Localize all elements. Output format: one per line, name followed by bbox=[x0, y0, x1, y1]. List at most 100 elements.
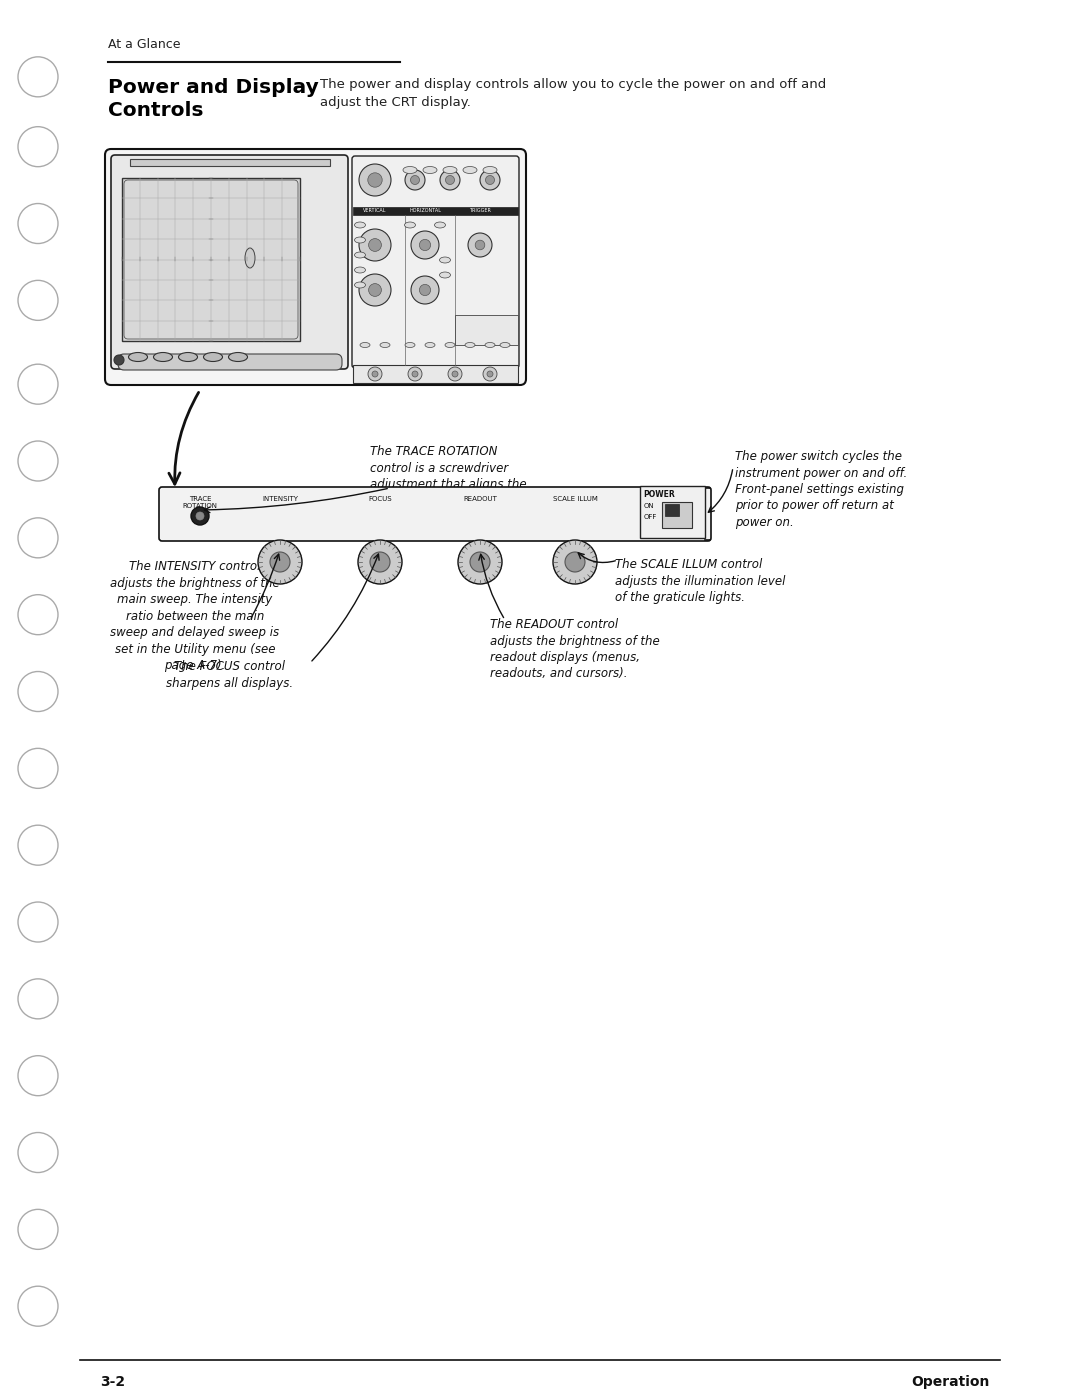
Circle shape bbox=[468, 233, 492, 257]
Bar bbox=[130, 159, 330, 166]
Ellipse shape bbox=[360, 342, 370, 348]
Bar bbox=[353, 207, 518, 215]
Circle shape bbox=[480, 170, 500, 190]
Ellipse shape bbox=[463, 166, 477, 173]
Circle shape bbox=[411, 231, 438, 258]
Ellipse shape bbox=[354, 237, 365, 243]
Text: HORIZONTAL: HORIZONTAL bbox=[409, 208, 441, 214]
Text: TRIGGER: TRIGGER bbox=[469, 208, 491, 214]
Ellipse shape bbox=[354, 222, 365, 228]
Bar bbox=[640, 486, 705, 538]
Circle shape bbox=[410, 176, 419, 184]
Text: SCALE ILLUM: SCALE ILLUM bbox=[553, 496, 597, 502]
Bar bbox=[665, 504, 679, 515]
Circle shape bbox=[446, 176, 455, 184]
Text: FOCUS: FOCUS bbox=[368, 496, 392, 502]
Circle shape bbox=[370, 552, 390, 571]
Circle shape bbox=[357, 541, 402, 584]
Ellipse shape bbox=[426, 342, 435, 348]
Circle shape bbox=[368, 284, 381, 296]
Circle shape bbox=[475, 240, 485, 250]
Text: READOUT: READOUT bbox=[463, 496, 497, 502]
Circle shape bbox=[258, 541, 302, 584]
Circle shape bbox=[448, 367, 462, 381]
Circle shape bbox=[368, 367, 382, 381]
Circle shape bbox=[453, 372, 458, 377]
Ellipse shape bbox=[465, 342, 475, 348]
Text: The READOUT control
adjusts the brightness of the
readout displays (menus,
reado: The READOUT control adjusts the brightne… bbox=[490, 617, 660, 680]
Ellipse shape bbox=[405, 222, 416, 228]
Ellipse shape bbox=[354, 267, 365, 272]
Circle shape bbox=[359, 229, 391, 261]
Ellipse shape bbox=[443, 166, 457, 173]
Ellipse shape bbox=[445, 342, 455, 348]
Text: 3-2: 3-2 bbox=[100, 1375, 125, 1389]
Circle shape bbox=[368, 239, 381, 251]
Circle shape bbox=[270, 552, 291, 571]
FancyBboxPatch shape bbox=[352, 156, 519, 367]
Ellipse shape bbox=[405, 342, 415, 348]
FancyBboxPatch shape bbox=[159, 488, 711, 541]
Text: ON: ON bbox=[644, 503, 654, 509]
Circle shape bbox=[195, 511, 204, 520]
Ellipse shape bbox=[483, 166, 497, 173]
FancyBboxPatch shape bbox=[105, 149, 526, 386]
Ellipse shape bbox=[485, 342, 495, 348]
Ellipse shape bbox=[423, 166, 437, 173]
FancyBboxPatch shape bbox=[118, 353, 342, 370]
Bar bbox=[353, 365, 518, 383]
Text: OFF: OFF bbox=[644, 514, 658, 520]
Ellipse shape bbox=[354, 251, 365, 258]
Text: The FOCUS control
sharpens all displays.: The FOCUS control sharpens all displays. bbox=[166, 659, 294, 690]
Ellipse shape bbox=[229, 352, 247, 362]
Ellipse shape bbox=[354, 282, 365, 288]
Circle shape bbox=[411, 372, 418, 377]
Text: At a Glance: At a Glance bbox=[108, 38, 180, 52]
Circle shape bbox=[408, 367, 422, 381]
Text: The power and display controls allow you to cycle the power on and off and
adjus: The power and display controls allow you… bbox=[320, 78, 826, 109]
Circle shape bbox=[405, 170, 426, 190]
Text: Power and Display
Controls: Power and Display Controls bbox=[108, 78, 319, 120]
FancyBboxPatch shape bbox=[111, 155, 348, 369]
Circle shape bbox=[359, 274, 391, 306]
Circle shape bbox=[553, 541, 597, 584]
Ellipse shape bbox=[500, 342, 510, 348]
Circle shape bbox=[411, 277, 438, 305]
Ellipse shape bbox=[153, 352, 173, 362]
Text: The INTENSITY control
adjusts the brightness of the
main sweep. The intensity
ra: The INTENSITY control adjusts the bright… bbox=[110, 560, 280, 672]
Ellipse shape bbox=[434, 222, 446, 228]
Circle shape bbox=[419, 285, 431, 296]
Ellipse shape bbox=[203, 352, 222, 362]
Bar bbox=[455, 314, 518, 345]
Ellipse shape bbox=[403, 166, 417, 173]
Circle shape bbox=[419, 239, 431, 250]
Text: Operation: Operation bbox=[912, 1375, 990, 1389]
Text: The power switch cycles the
instrument power on and off.
Front-panel settings ex: The power switch cycles the instrument p… bbox=[735, 450, 907, 529]
Text: VERTICAL: VERTICAL bbox=[363, 208, 387, 214]
Ellipse shape bbox=[129, 352, 148, 362]
Ellipse shape bbox=[245, 249, 255, 268]
Bar bbox=[122, 177, 300, 341]
Ellipse shape bbox=[178, 352, 198, 362]
Text: The TRACE ROTATION
control is a screwdriver
adjustment that aligns the
CRT sweep: The TRACE ROTATION control is a screwdri… bbox=[370, 446, 537, 524]
Circle shape bbox=[483, 367, 497, 381]
Ellipse shape bbox=[440, 257, 450, 263]
Circle shape bbox=[565, 552, 585, 571]
Ellipse shape bbox=[440, 272, 450, 278]
Circle shape bbox=[114, 355, 124, 365]
Circle shape bbox=[458, 541, 502, 584]
Circle shape bbox=[487, 372, 492, 377]
Text: TRACE
ROTATION: TRACE ROTATION bbox=[183, 496, 217, 509]
Circle shape bbox=[470, 552, 490, 571]
Text: The SCALE ILLUM control
adjusts the illumination level
of the graticule lights.: The SCALE ILLUM control adjusts the illu… bbox=[615, 557, 785, 604]
Circle shape bbox=[372, 372, 378, 377]
Circle shape bbox=[440, 170, 460, 190]
Circle shape bbox=[486, 176, 495, 184]
Circle shape bbox=[368, 173, 382, 187]
Text: INTENSITY: INTENSITY bbox=[262, 496, 298, 502]
Text: POWER: POWER bbox=[643, 490, 675, 499]
Circle shape bbox=[359, 163, 391, 196]
Ellipse shape bbox=[380, 342, 390, 348]
Bar bbox=[662, 502, 692, 528]
Circle shape bbox=[191, 507, 210, 525]
